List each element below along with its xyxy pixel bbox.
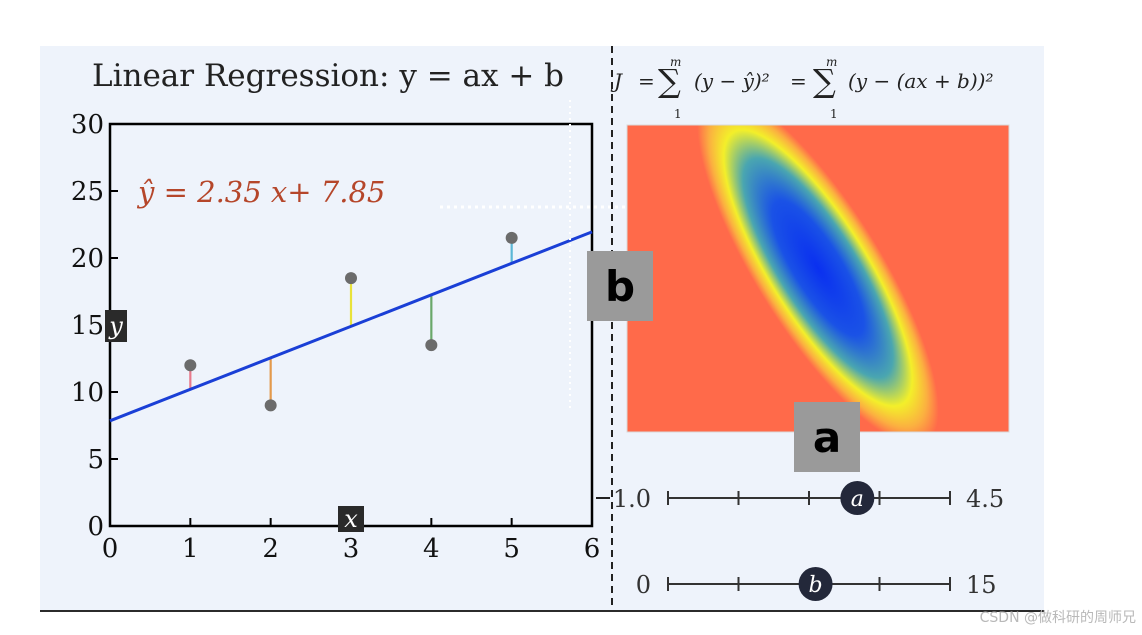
svg-text:(y − (ax + b))²: (y − (ax + b))² — [848, 69, 993, 93]
svg-text:m: m — [826, 55, 837, 69]
y-axis-label-bg — [105, 310, 127, 342]
y-tick-label: 0 — [87, 512, 104, 542]
svg-text:∑: ∑ — [813, 62, 836, 100]
y-tick-label: 30 — [71, 110, 104, 140]
svg-text:1: 1 — [830, 107, 838, 121]
slider-b-min: 0 — [636, 571, 651, 599]
x-tick-label: 6 — [584, 534, 601, 564]
y-axis: 0 5 10 15 20 25 30 — [71, 110, 118, 542]
x-tick-label: 4 — [423, 534, 440, 564]
svg-text:1: 1 — [674, 107, 682, 121]
data-points — [184, 231, 518, 412]
x-tick-label: 3 — [343, 534, 360, 564]
cost-heatmap — [627, 125, 1009, 432]
slider-a-min: 1.0 — [613, 485, 651, 513]
watermark: CSDN @做科研的周师兄 — [979, 610, 1136, 626]
y-tick-label: 5 — [87, 445, 104, 475]
y-tick-label: 20 — [71, 244, 104, 274]
data-point — [505, 231, 518, 244]
svg-text:=: = — [790, 69, 807, 93]
slider-a-max: 4.5 — [966, 485, 1004, 513]
slider-b-max: 15 — [966, 571, 997, 599]
y-axis-label: y — [108, 312, 123, 340]
slider-a-knob-label: a — [851, 487, 864, 512]
data-point — [345, 272, 357, 285]
slider-b[interactable]: 0 b 15 — [636, 567, 997, 601]
x-tick-label: 0 — [102, 534, 119, 564]
data-point — [425, 339, 438, 352]
slider-b-knob[interactable] — [798, 567, 833, 601]
y-tick-label: 10 — [71, 378, 104, 408]
x-axis-label-bg — [338, 506, 364, 532]
svg-text:∑: ∑ — [658, 62, 681, 100]
chart-title: Linear Regression: y = ax + b — [92, 58, 564, 94]
b-label-box: b — [587, 251, 653, 321]
svg-text:J: J — [610, 69, 623, 93]
fit-equation: ŷ = 2.35 x+ 7.85 — [136, 175, 385, 209]
slider-a[interactable]: 1.0 a 4.5 — [596, 481, 1004, 515]
data-point — [264, 399, 277, 412]
a-label-box: a — [794, 402, 860, 472]
x-tick-label: 2 — [262, 534, 279, 564]
regression-line — [109, 230, 593, 423]
cost-formula: J = ∑ m 1 (y − ŷ)² = ∑ m 1 (y − (ax + b)… — [610, 55, 993, 121]
y-tick-label: 25 — [71, 177, 104, 207]
svg-text:(y − ŷ)²: (y − ŷ)² — [694, 69, 770, 93]
slider-b-knob-label: b — [809, 573, 823, 598]
svg-text:=: = — [638, 69, 655, 93]
x-tick-label: 5 — [503, 534, 520, 564]
residual-lines — [189, 237, 513, 406]
x-tick-label: 1 — [182, 534, 199, 564]
y-tick-label: 15 — [71, 311, 104, 341]
data-point — [184, 359, 197, 372]
svg-text:m: m — [670, 55, 681, 69]
x-axis-label: x — [344, 505, 358, 533]
slider-a-knob[interactable] — [840, 481, 875, 515]
